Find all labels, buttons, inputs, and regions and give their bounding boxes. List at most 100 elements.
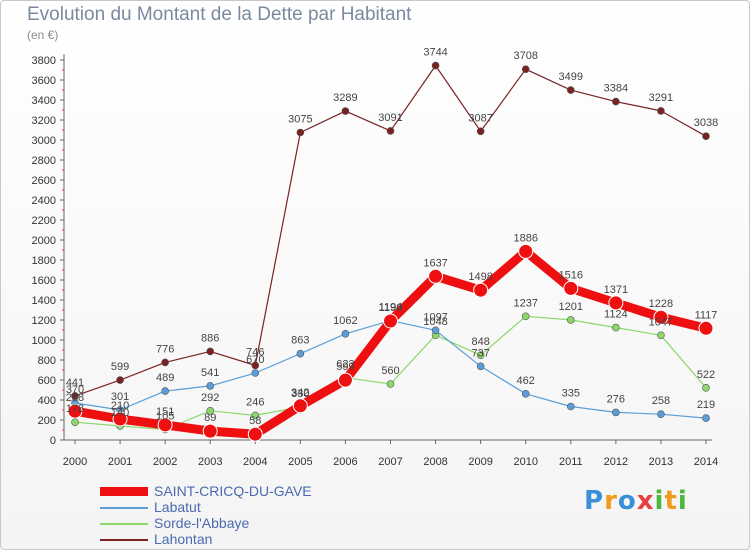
data-point: [563, 280, 579, 296]
data-label: 58: [249, 415, 261, 427]
data-label: 462: [517, 375, 535, 387]
x-tick-label: 2004: [243, 456, 267, 468]
data-label: 3384: [604, 83, 628, 95]
data-point: [566, 86, 575, 94]
data-label: 3499: [559, 71, 583, 83]
data-point: [206, 406, 215, 415]
data-point: [386, 127, 395, 135]
data-label: 1117: [695, 309, 718, 321]
y-tick-label: 400: [38, 395, 56, 407]
y-tick-label: 800: [38, 355, 56, 367]
data-label: 3708: [513, 50, 537, 62]
data-label: 1637: [423, 257, 447, 269]
y-tick-label: 2800: [32, 155, 56, 167]
data-label: 776: [156, 343, 174, 355]
data-point: [157, 417, 173, 433]
data-label: 210: [111, 400, 129, 412]
data-label: 342: [291, 387, 309, 399]
data-label: 105: [156, 411, 174, 423]
data-label: 441: [66, 377, 84, 389]
data-point: [161, 358, 169, 367]
data-label: 140: [111, 407, 129, 419]
data-label: 560: [381, 365, 399, 377]
data-label: 1047: [649, 316, 673, 328]
x-tick-label: 2003: [198, 456, 222, 468]
data-label: 522: [697, 369, 715, 381]
data-label: 1201: [559, 301, 583, 313]
y-tick-label: 1200: [32, 315, 56, 327]
data-label: 3087: [468, 112, 492, 124]
data-label: 258: [652, 395, 670, 407]
data-point: [521, 312, 530, 321]
data-point: [428, 268, 444, 284]
data-point: [657, 331, 665, 340]
legend-swatch: [100, 487, 148, 496]
data-point: [292, 398, 308, 414]
data-label: 292: [201, 392, 219, 404]
chart-unit: (en €): [27, 28, 59, 42]
x-tick-label: 2001: [108, 456, 132, 468]
x-tick-label: 2011: [559, 456, 583, 468]
legend-swatch: [100, 507, 148, 509]
data-point: [296, 128, 305, 137]
data-point: [251, 361, 260, 370]
data-point: [657, 107, 665, 115]
data-point: [386, 380, 395, 388]
data-label: 219: [697, 399, 715, 411]
data-point: [67, 403, 83, 419]
data-label: 1228: [649, 298, 673, 310]
line-chart: 0 200 400 600 800 1000 1200 1400 1600 1800 2000 220…: [32, 47, 719, 468]
legend-label: SAINT-CRICQ-DU-GAVE: [154, 483, 312, 499]
x-tick-label: 2014: [694, 456, 718, 468]
data-point: [612, 323, 620, 332]
logo-letter: o: [617, 486, 637, 516]
data-label: 541: [201, 367, 219, 379]
data-point: [341, 107, 350, 115]
data-point: [161, 387, 169, 395]
data-label: 599: [336, 361, 354, 373]
data-label: 746: [246, 346, 264, 358]
y-tick-label: 600: [38, 375, 56, 387]
y-tick-label: 1000: [32, 335, 56, 347]
legend-swatch: [100, 539, 148, 541]
data-label: 301: [111, 391, 129, 403]
data-point: [702, 132, 710, 140]
chart-title: Evolution du Montant de la Dette par Hab…: [27, 4, 412, 25]
legend-label: Labatut: [154, 499, 201, 515]
data-label: 89: [204, 412, 216, 424]
logo-letter: x: [636, 486, 655, 516]
x-tick-label: 2005: [288, 456, 312, 468]
proxiti-logo: Proxiti: [584, 486, 688, 516]
data-label: 1190: [379, 302, 403, 314]
data-label: 599: [111, 361, 129, 373]
data-point: [473, 282, 489, 298]
data-point: [202, 423, 218, 439]
data-point: [566, 316, 575, 324]
data-point: [657, 410, 665, 419]
data-label: 151: [156, 406, 174, 418]
data-point: [698, 320, 714, 336]
x-tick-label: 2000: [63, 456, 87, 468]
data-label: 1194: [379, 302, 403, 314]
data-point: [476, 351, 485, 360]
data-point: [521, 389, 530, 398]
x-tick-label: 2008: [423, 456, 447, 468]
y-tick-label: 3800: [32, 55, 56, 67]
data-point: [566, 402, 575, 411]
data-point: [206, 347, 215, 356]
data-label: 335: [562, 388, 580, 400]
data-point: [251, 369, 260, 377]
data-point: [296, 349, 305, 358]
logo-letter: r: [604, 486, 618, 516]
data-label: 276: [607, 393, 625, 405]
y-tick-label: 2000: [32, 235, 56, 247]
data-point: [521, 65, 530, 73]
data-label: 1516: [559, 269, 583, 281]
data-label: 623: [336, 359, 354, 371]
logo-letter: t: [664, 486, 678, 516]
y-tick-label: 1800: [32, 255, 56, 267]
data-label: 1097: [423, 311, 447, 323]
data-point: [112, 411, 128, 427]
data-point: [431, 61, 440, 70]
